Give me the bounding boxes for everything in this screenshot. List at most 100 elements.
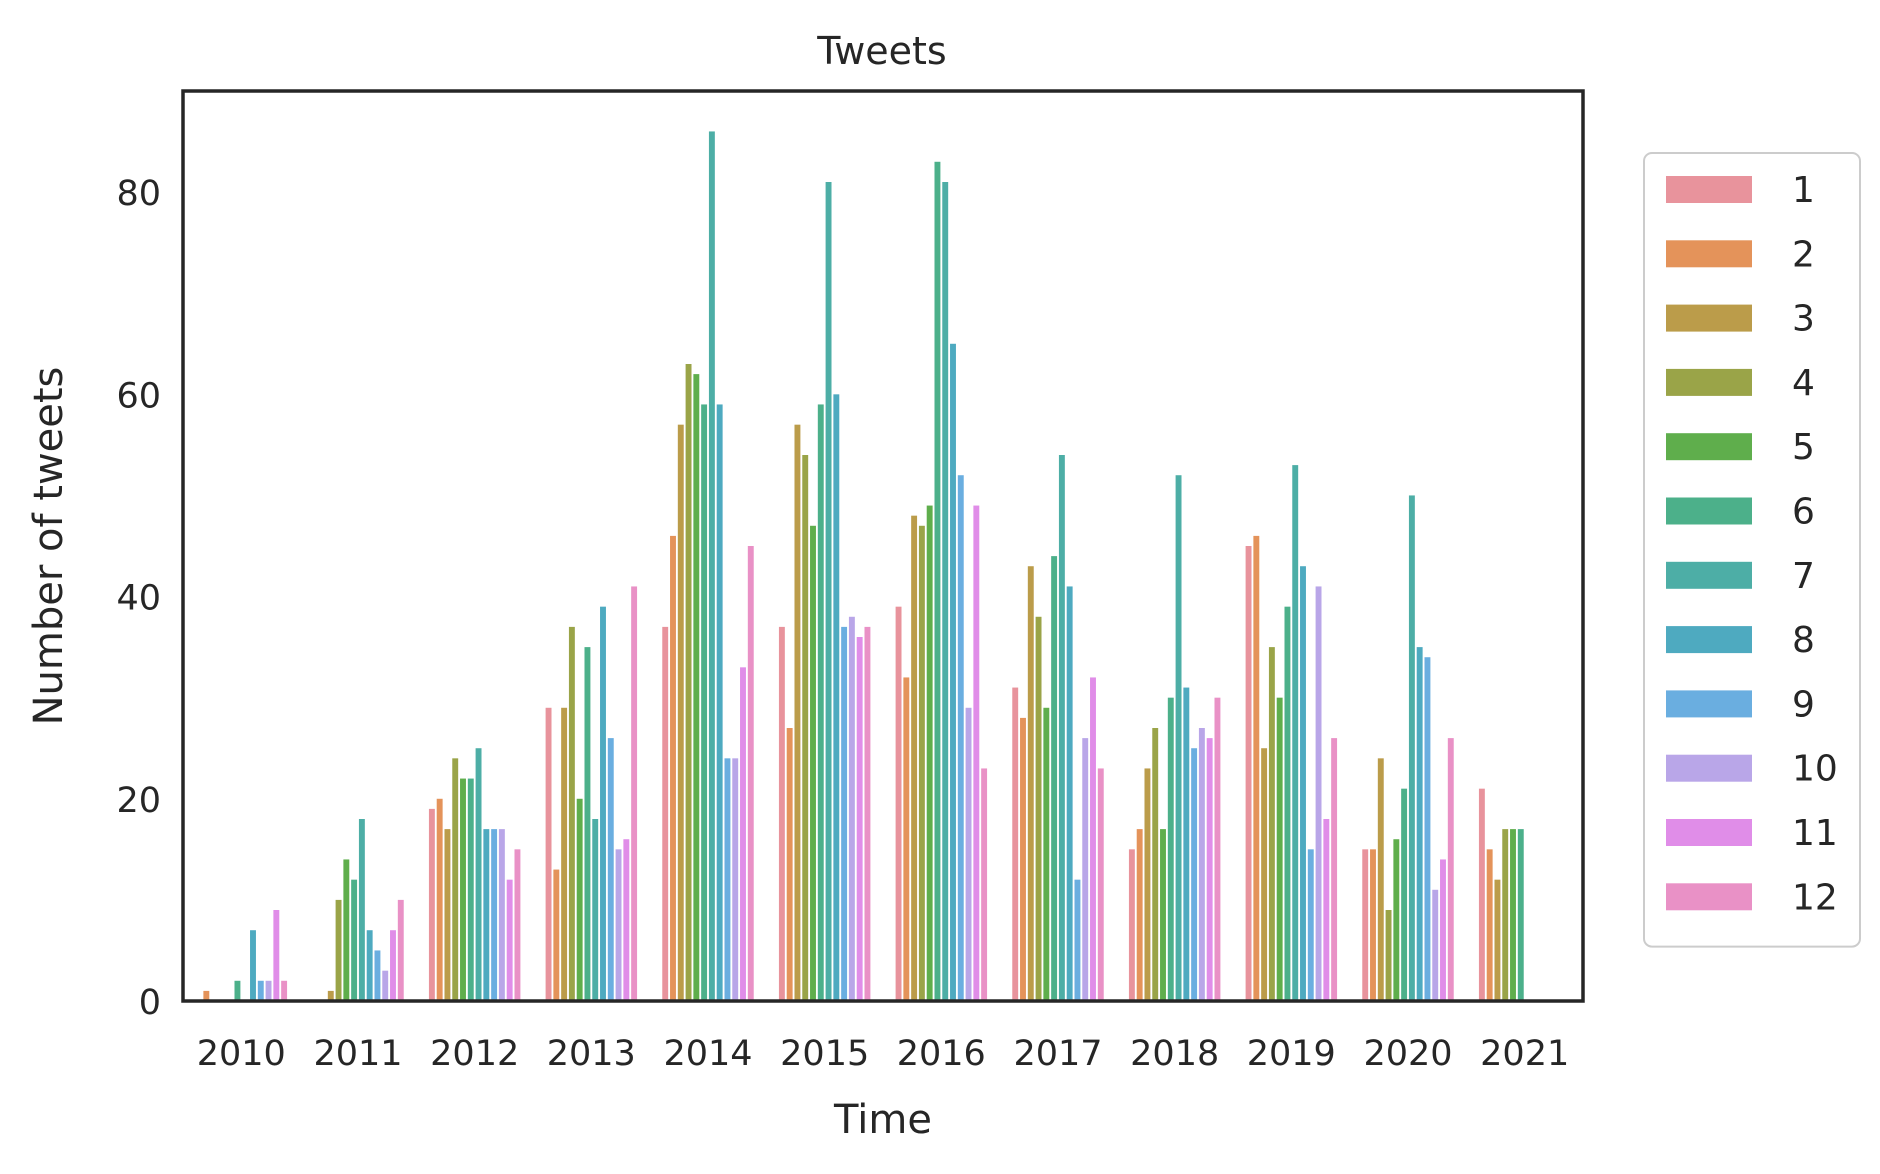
legend-label-6: 6 [1792, 492, 1815, 533]
bar-2020-series-2 [1370, 849, 1376, 1001]
bar-2013-series-5 [576, 798, 583, 1001]
bar-2014-series-6 [701, 404, 708, 1001]
bar-2011-series-12 [397, 899, 404, 1001]
bar-2013-series-2 [553, 869, 560, 1001]
bar-2015-series-5 [810, 525, 816, 1001]
bar-2016-series-4 [918, 525, 925, 1001]
bar-2017-series-5 [1043, 707, 1050, 1001]
bar-2018-series-6 [1167, 697, 1174, 1001]
bar-2011-series-4 [335, 899, 342, 1001]
bar-2013-series-7 [592, 819, 599, 1001]
x-tick-label: 2015 [780, 1034, 869, 1074]
bar-2016-series-6 [934, 161, 941, 1001]
legend-label-12: 12 [1792, 877, 1838, 918]
y-axis: 0 20 40 60 80 [116, 174, 161, 1023]
bar-2016-series-11 [973, 505, 980, 1001]
bar-2018-series-5 [1160, 829, 1166, 1001]
bar-2012-series-6 [467, 778, 474, 1001]
bar-2016-series-12 [981, 768, 988, 1001]
bar-2014-series-2 [670, 535, 676, 1001]
bar-2014-series-5 [693, 374, 700, 1001]
bar-2020-series-1 [1362, 849, 1369, 1001]
x-tick-label: 2020 [1363, 1034, 1452, 1074]
bar-2019-series-5 [1276, 697, 1283, 1001]
x-tick-label: 2012 [430, 1034, 519, 1074]
bar-2021-series-1 [1478, 788, 1485, 1001]
bar-2015-series-12 [864, 626, 871, 1001]
legend-swatch-9 [1666, 690, 1752, 718]
bar-2015-series-9 [841, 626, 848, 1001]
bar-2010-series-9 [257, 980, 264, 1001]
bar-2017-series-1 [1012, 687, 1019, 1001]
bar-2013-series-9 [607, 738, 614, 1001]
bar-2014-series-12 [747, 546, 754, 1001]
bar-2016-series-8 [950, 343, 956, 1001]
bar-2013-series-11 [623, 839, 630, 1001]
bar-2019-series-6 [1284, 606, 1291, 1001]
y-tick-label: 80 [116, 174, 161, 214]
bar-2011-series-11 [390, 930, 396, 1001]
bar-2012-series-11 [506, 879, 513, 1001]
x-tick-label: 2014 [663, 1034, 752, 1074]
bar-2016-series-7 [942, 182, 949, 1001]
bar-2017-series-9 [1074, 879, 1081, 1001]
legend-label-5: 5 [1792, 427, 1815, 468]
legend-frame [1643, 152, 1861, 948]
bar-2020-series-10 [1432, 889, 1439, 1001]
bar-2010-series-2 [203, 990, 210, 1001]
bar-2013-series-8 [600, 606, 606, 1001]
bars-layer [203, 131, 1524, 1002]
bar-2014-series-3 [677, 424, 684, 1001]
bar-2016-series-3 [911, 515, 918, 1001]
bar-2020-series-11 [1440, 859, 1446, 1001]
bar-2015-series-4 [802, 455, 809, 1001]
bar-2021-series-2 [1486, 849, 1493, 1001]
bar-2013-series-1 [545, 707, 552, 1001]
bar-2011-series-6 [351, 879, 358, 1001]
bar-2020-series-5 [1393, 839, 1400, 1001]
x-tick-label: 2018 [1130, 1034, 1219, 1074]
bar-2012-series-9 [491, 829, 498, 1001]
legend-swatch-3 [1666, 304, 1752, 332]
legend-label-2: 2 [1792, 234, 1815, 275]
bar-2017-series-8 [1066, 586, 1073, 1001]
bar-2015-series-11 [856, 637, 863, 1001]
bar-2016-series-1 [895, 606, 902, 1001]
bar-2021-series-6 [1517, 829, 1524, 1001]
bar-2018-series-3 [1144, 768, 1151, 1001]
bar-2016-series-10 [965, 707, 972, 1001]
bar-2011-series-9 [374, 950, 381, 1001]
bar-2014-series-1 [662, 626, 669, 1001]
bar-2019-series-1 [1245, 546, 1252, 1001]
bar-2010-series-10 [265, 980, 272, 1001]
x-tick-label: 2013 [547, 1034, 636, 1074]
legend-label-3: 3 [1792, 299, 1815, 340]
bar-2017-series-11 [1090, 677, 1096, 1001]
legend-swatch-10 [1666, 754, 1752, 782]
x-tick-label: 2017 [1013, 1034, 1102, 1074]
legend-swatch-11 [1666, 819, 1752, 846]
bar-2018-series-7 [1175, 475, 1182, 1002]
bar-2021-series-5 [1510, 829, 1516, 1001]
bar-2019-series-10 [1315, 586, 1322, 1001]
bar-2013-series-10 [615, 849, 622, 1001]
bar-2018-series-12 [1214, 697, 1221, 1001]
bar-2016-series-9 [957, 475, 964, 1002]
bar-2021-series-3 [1494, 879, 1501, 1001]
bar-2014-series-7 [708, 131, 715, 1001]
legend-swatch-4 [1666, 368, 1752, 396]
legend-label-10: 10 [1792, 749, 1838, 790]
bar-2015-series-3 [794, 424, 801, 1001]
bar-2014-series-11 [740, 667, 746, 1001]
bar-2017-series-4 [1035, 616, 1042, 1001]
bar-2015-series-6 [817, 404, 824, 1001]
bar-2018-series-4 [1152, 728, 1159, 1001]
chart-title: Tweets [816, 29, 946, 73]
bar-2019-series-8 [1300, 566, 1306, 1001]
y-tick-label: 40 [116, 579, 161, 619]
bar-2011-series-10 [382, 970, 389, 1001]
bar-2017-series-6 [1051, 556, 1058, 1001]
legend-label-11: 11 [1792, 813, 1838, 854]
legend-swatch-6 [1666, 497, 1752, 525]
